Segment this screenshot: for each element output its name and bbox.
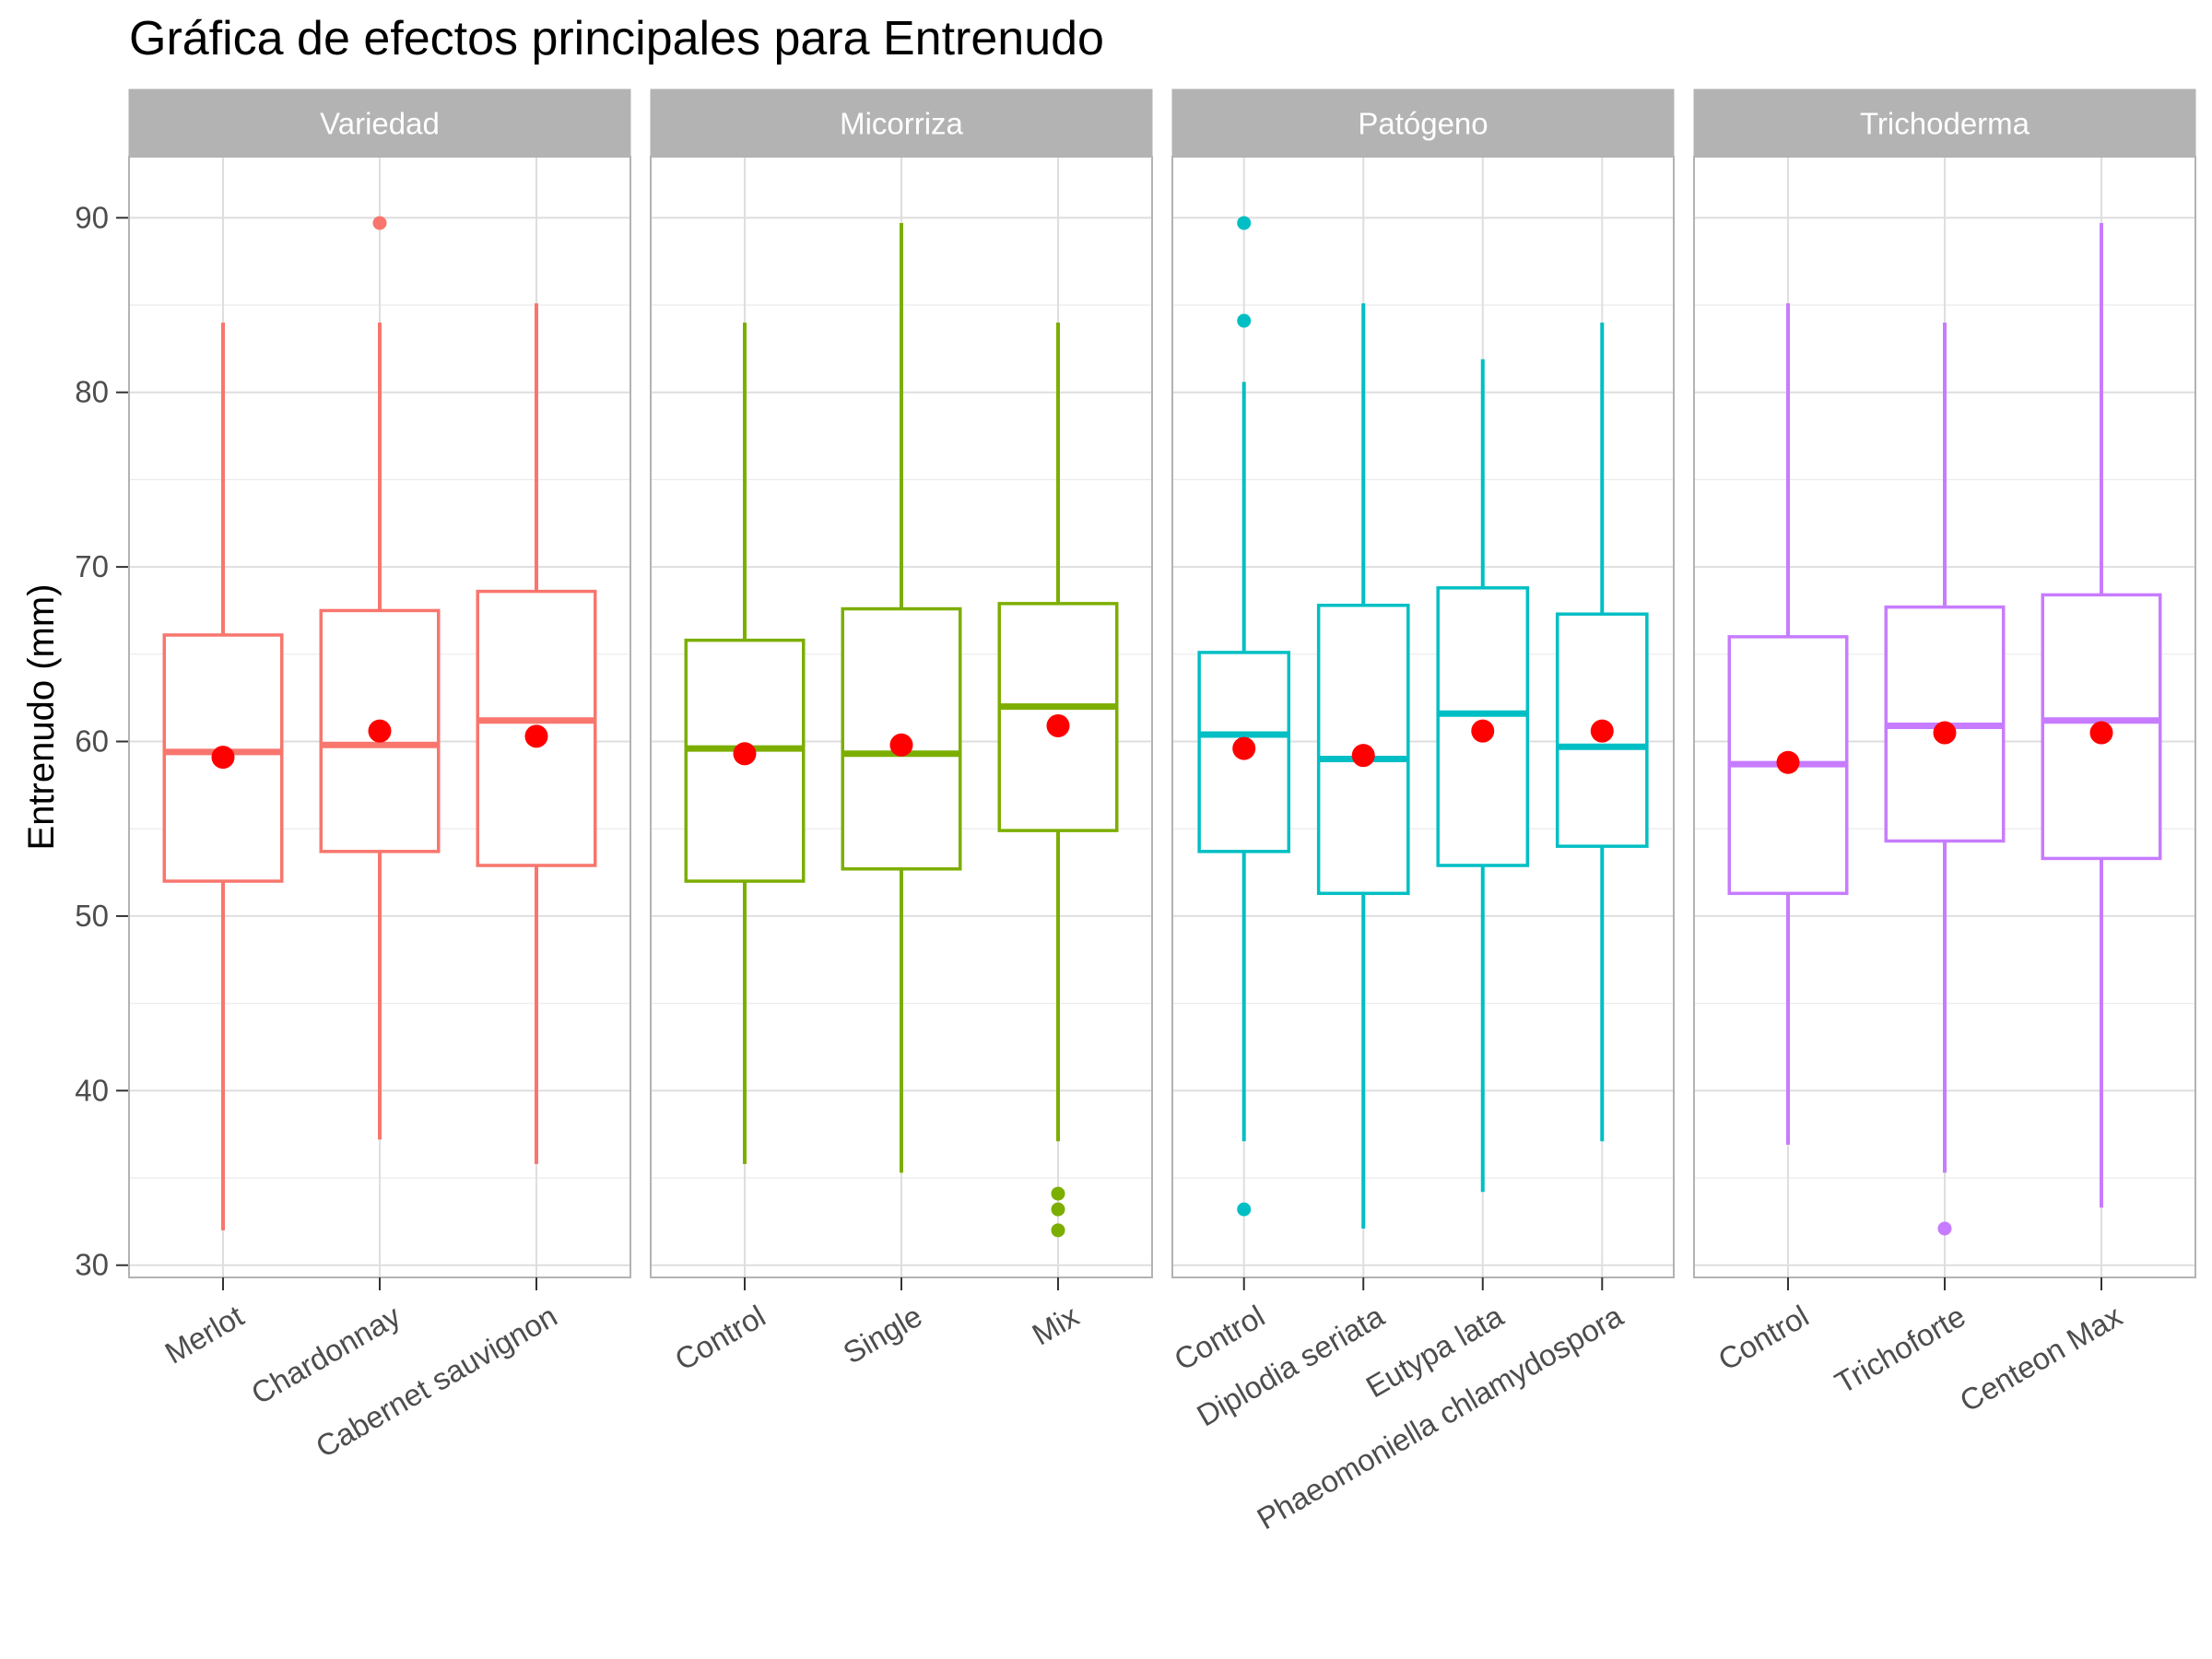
- outlier-point: [1937, 1221, 1952, 1236]
- outlier-point: [1237, 1202, 1252, 1217]
- outlier-point: [1237, 313, 1252, 328]
- y-tick-label: 70: [75, 549, 109, 583]
- x-tick-label: Mix: [1027, 1299, 1085, 1352]
- facet-strip-label: Variedad: [320, 107, 440, 141]
- mean-point: [211, 746, 235, 770]
- y-tick-label: 50: [75, 899, 109, 933]
- chart-title: Gráfica de efectos principales para Entr…: [129, 12, 1104, 65]
- x-tick-label: Control: [669, 1299, 771, 1377]
- facet-strip-label: Trichoderma: [1860, 107, 2030, 141]
- mean-point: [1933, 721, 1957, 745]
- facet-strip: [128, 88, 631, 158]
- x-tick-label: Trichoforte: [1829, 1299, 1971, 1400]
- facet-strip: [1693, 88, 2196, 158]
- x-tick-label: Single: [838, 1299, 928, 1371]
- box-iqr: [319, 608, 441, 853]
- box-iqr: [841, 606, 962, 871]
- facet-strip: [1171, 88, 1675, 158]
- panel-border: [1171, 156, 1675, 1278]
- x-tick-label: Control: [1712, 1299, 1815, 1377]
- x-tick-label: Merlot: [159, 1299, 250, 1371]
- outlier-point: [1051, 1223, 1065, 1238]
- mean-point: [1776, 750, 1800, 774]
- y-axis-label: Entrenudo (mm): [21, 584, 62, 851]
- y-tick-label: 30: [75, 1248, 109, 1282]
- x-tick-label: Control: [1169, 1299, 1271, 1377]
- outlier-point: [1051, 1186, 1065, 1201]
- box-iqr: [684, 638, 806, 883]
- mean-point: [1471, 719, 1495, 743]
- mean-point: [1046, 713, 1070, 737]
- outlier-point: [1237, 216, 1252, 230]
- mean-point: [368, 719, 392, 743]
- facet-strip: [650, 88, 1153, 158]
- outlier-point: [372, 216, 387, 230]
- y-tick-label: 60: [75, 724, 109, 759]
- x-tick-label: Centeon Max: [1954, 1299, 2128, 1418]
- y-tick-label: 90: [75, 200, 109, 234]
- mean-point: [1590, 719, 1614, 743]
- facet-strip-label: Patógeno: [1358, 107, 1488, 141]
- mean-point: [1232, 736, 1256, 760]
- y-tick-label: 80: [75, 375, 109, 409]
- mean-point: [524, 724, 548, 748]
- mean-point: [2089, 721, 2113, 745]
- mean-point: [1351, 744, 1375, 768]
- mean-point: [733, 742, 757, 766]
- y-tick-label: 40: [75, 1073, 109, 1107]
- outlier-point: [1051, 1202, 1065, 1217]
- facet-strip-label: Micorriza: [840, 107, 963, 141]
- mean-point: [889, 733, 913, 757]
